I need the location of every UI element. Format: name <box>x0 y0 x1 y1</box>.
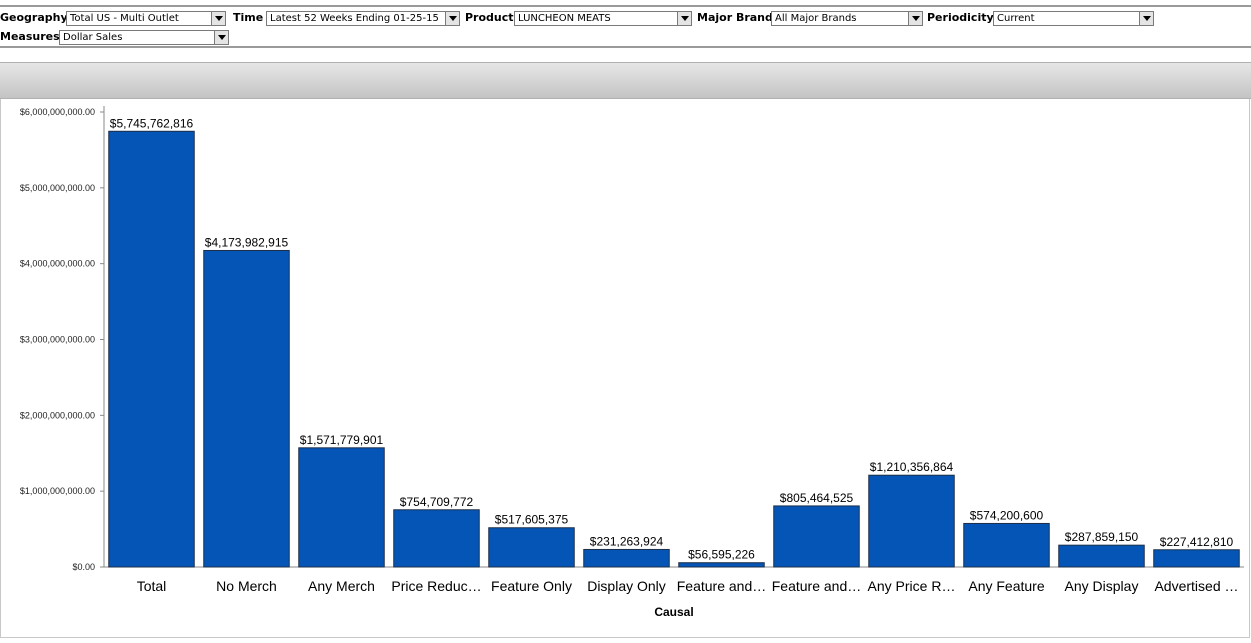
x-tick-label: Feature and… <box>772 578 862 594</box>
filter-value: Dollar Sales <box>63 32 123 43</box>
x-tick-label: Any Price R… <box>868 578 956 594</box>
bar <box>963 522 1050 568</box>
y-tick-label: $0.00 <box>72 562 95 572</box>
x-tick-label: Display Only <box>587 578 666 594</box>
dropdown-button[interactable] <box>677 12 691 25</box>
filter-label: Major Brand <box>697 11 773 24</box>
chart-panel <box>0 99 1250 638</box>
y-tick-label: $1,000,000,000.00 <box>20 486 95 496</box>
dropdown-button[interactable] <box>908 12 922 25</box>
divider <box>0 5 1251 7</box>
header-band <box>0 62 1251 99</box>
bar <box>1058 544 1145 568</box>
bar <box>1153 549 1240 568</box>
bar <box>108 130 195 568</box>
bar <box>583 548 670 568</box>
filter-select[interactable]: Dollar Sales <box>59 30 229 45</box>
y-tick-label: $2,000,000,000.00 <box>20 410 95 420</box>
filter-select[interactable]: Latest 52 Weeks Ending 01-25-15 <box>266 11 460 26</box>
dropdown-button[interactable] <box>214 31 228 44</box>
filter-value: Current <box>997 13 1035 24</box>
x-tick-label: Feature Only <box>491 578 572 594</box>
bar <box>393 509 480 568</box>
x-tick-label: Feature and… <box>677 578 767 594</box>
bar <box>773 505 860 568</box>
data-label: $1,571,779,901 <box>300 433 384 447</box>
x-tick-label: Advertised … <box>1154 578 1238 594</box>
filter-select[interactable]: All Major Brands <box>771 11 923 26</box>
data-label: $1,210,356,864 <box>870 460 954 474</box>
data-label: $517,605,375 <box>495 513 569 527</box>
filter-value: All Major Brands <box>775 13 857 24</box>
filter-label: Measures <box>0 30 60 43</box>
dropdown-button[interactable] <box>445 12 459 25</box>
filter-select[interactable]: Total US - Multi Outlet <box>66 11 226 26</box>
dropdown-button[interactable] <box>1139 12 1153 25</box>
filter-label: Time <box>233 11 264 24</box>
dropdown-button[interactable] <box>211 12 225 25</box>
filter-select[interactable]: LUNCHEON MEATS <box>514 11 692 26</box>
x-axis-title: Causal <box>654 605 693 619</box>
y-tick-label: $5,000,000,000.00 <box>20 183 95 193</box>
bar <box>203 249 290 568</box>
data-label: $805,464,525 <box>780 491 854 505</box>
bar <box>298 447 385 568</box>
y-tick-label: $3,000,000,000.00 <box>20 335 95 345</box>
data-label: $4,173,982,915 <box>205 235 289 249</box>
x-tick-label: Any Feature <box>968 578 1044 594</box>
data-label: $287,859,150 <box>1065 530 1139 544</box>
data-label: $231,263,924 <box>590 534 664 548</box>
filter-label: Periodicity <box>927 11 994 24</box>
x-tick-label: Price Reduc… <box>391 578 481 594</box>
data-label: $56,595,226 <box>688 548 755 562</box>
x-tick-label: No Merch <box>216 578 277 594</box>
filter-value: LUNCHEON MEATS <box>518 13 611 24</box>
x-tick-label: Any Merch <box>308 578 375 594</box>
divider <box>0 46 1251 48</box>
x-tick-label: Total <box>137 578 167 594</box>
data-label: $227,412,810 <box>1160 535 1234 549</box>
data-label: $754,709,772 <box>400 495 474 509</box>
data-label: $5,745,762,816 <box>110 116 194 130</box>
bar <box>868 474 955 568</box>
filter-label: Product <box>465 11 514 24</box>
filter-value: Total US - Multi Outlet <box>70 13 179 24</box>
y-tick-label: $4,000,000,000.00 <box>20 259 95 269</box>
y-tick-label: $6,000,000,000.00 <box>20 107 95 117</box>
bar <box>678 562 765 568</box>
x-tick-label: Any Display <box>1065 578 1139 594</box>
bar <box>488 527 575 568</box>
data-label: $574,200,600 <box>970 508 1044 522</box>
filter-label: Geography <box>0 11 68 24</box>
filter-select[interactable]: Current <box>993 11 1154 26</box>
filter-value: Latest 52 Weeks Ending 01-25-15 <box>270 13 439 24</box>
